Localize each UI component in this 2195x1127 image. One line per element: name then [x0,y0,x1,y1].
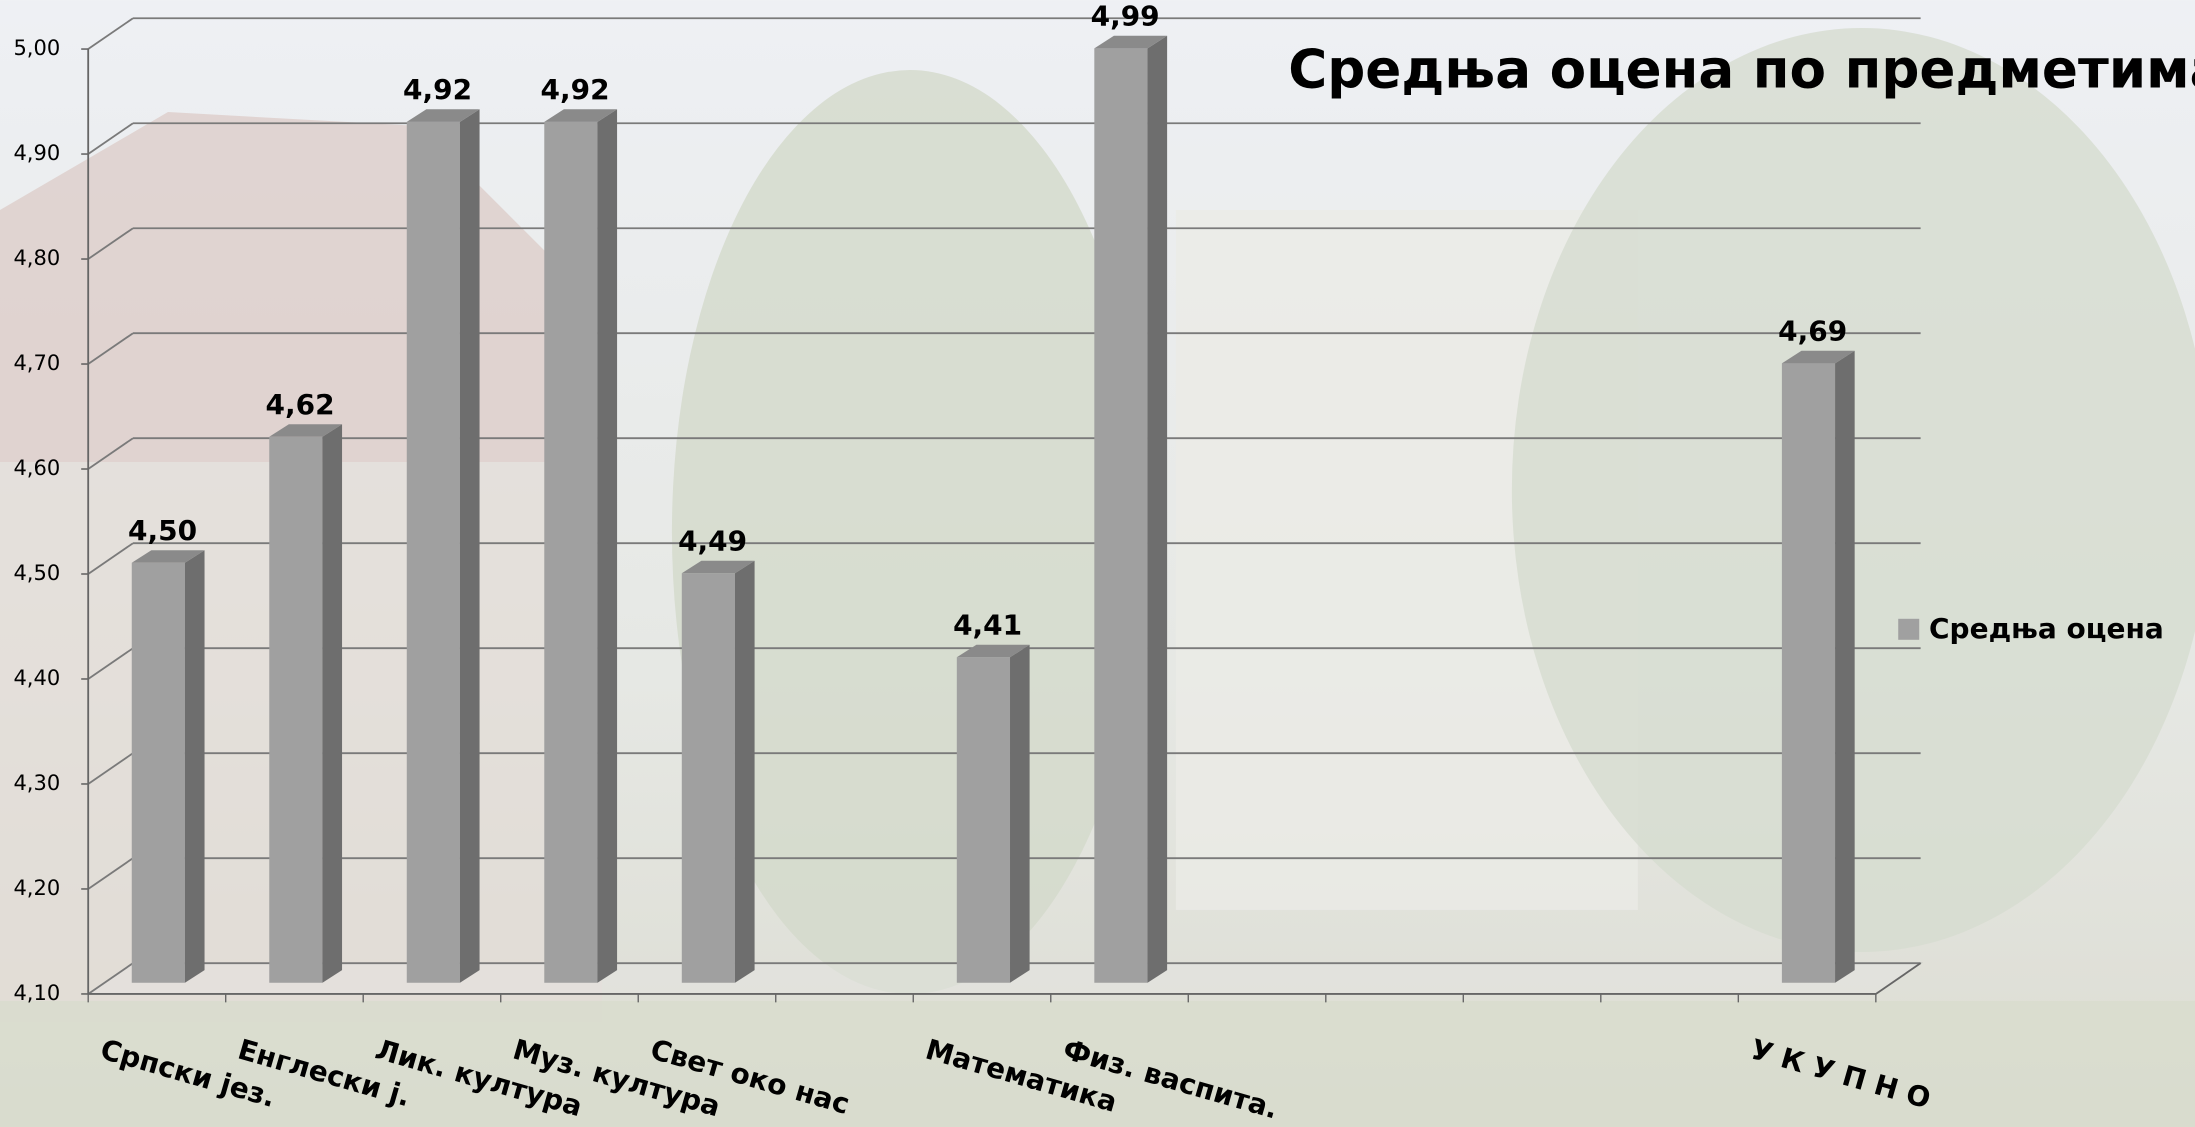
bar [1781,363,1836,983]
bar-side [459,109,480,983]
bar-top [269,424,343,437]
bar-side [1147,35,1168,983]
bar-top [681,560,755,574]
bar-side [734,560,755,983]
bg-ground [0,1000,2195,1127]
grid-line-side [87,962,134,995]
bar [544,121,598,983]
bar-top [406,109,480,122]
grid-line-side [87,122,134,155]
y-tick-label: 4,20 [13,876,60,900]
chart-title: Средња оцена по предметима [1288,38,2195,100]
bar-top [131,550,205,563]
y-tick-label: 4,10 [13,981,60,1005]
grid-line-side [87,332,134,365]
bar [1094,48,1148,983]
legend-swatch [1898,618,1920,640]
value-label: 4,99 [1091,0,1160,33]
bar-side [1010,644,1030,983]
bar-side [597,109,618,983]
grid-line-side [87,542,134,575]
bar [406,121,460,983]
bar [131,562,185,983]
bar-top [544,109,618,122]
value-label: 4,92 [541,73,610,106]
bar-top [1781,350,1855,364]
y-tick-label: 4,40 [13,666,60,690]
bar-side [184,550,205,983]
floor-edge [1875,962,1922,995]
grid-line-side [87,857,134,890]
grid-line-side [87,647,134,680]
y-tick-label: 4,80 [13,246,60,270]
bar [681,573,735,983]
y-tick-label: 5,00 [13,36,60,60]
value-label: 4,41 [953,608,1022,641]
value-label: 4,92 [403,73,472,106]
grid-line-side [87,752,134,785]
grid-line-side [87,17,134,50]
grid-line-side [87,437,134,470]
legend-label: Средња оцена [1929,612,2164,645]
bar-top [956,644,1030,658]
value-label: 4,69 [1778,315,1847,348]
bar-side [322,424,343,983]
bar [269,436,323,983]
y-tick-label: 4,30 [13,771,60,795]
y-tick-label: 4,90 [13,141,60,165]
bar-top [1094,35,1168,49]
bar [956,657,1011,983]
bar-side [1835,350,1855,983]
y-tick-label: 4,60 [13,456,60,480]
y-tick-label: 4,50 [13,561,60,585]
value-label: 4,62 [266,388,335,421]
value-label: 4,50 [128,514,197,547]
grid-line-side [87,227,134,260]
value-label: 4,49 [678,525,747,558]
y-tick-label: 4,70 [13,351,60,375]
